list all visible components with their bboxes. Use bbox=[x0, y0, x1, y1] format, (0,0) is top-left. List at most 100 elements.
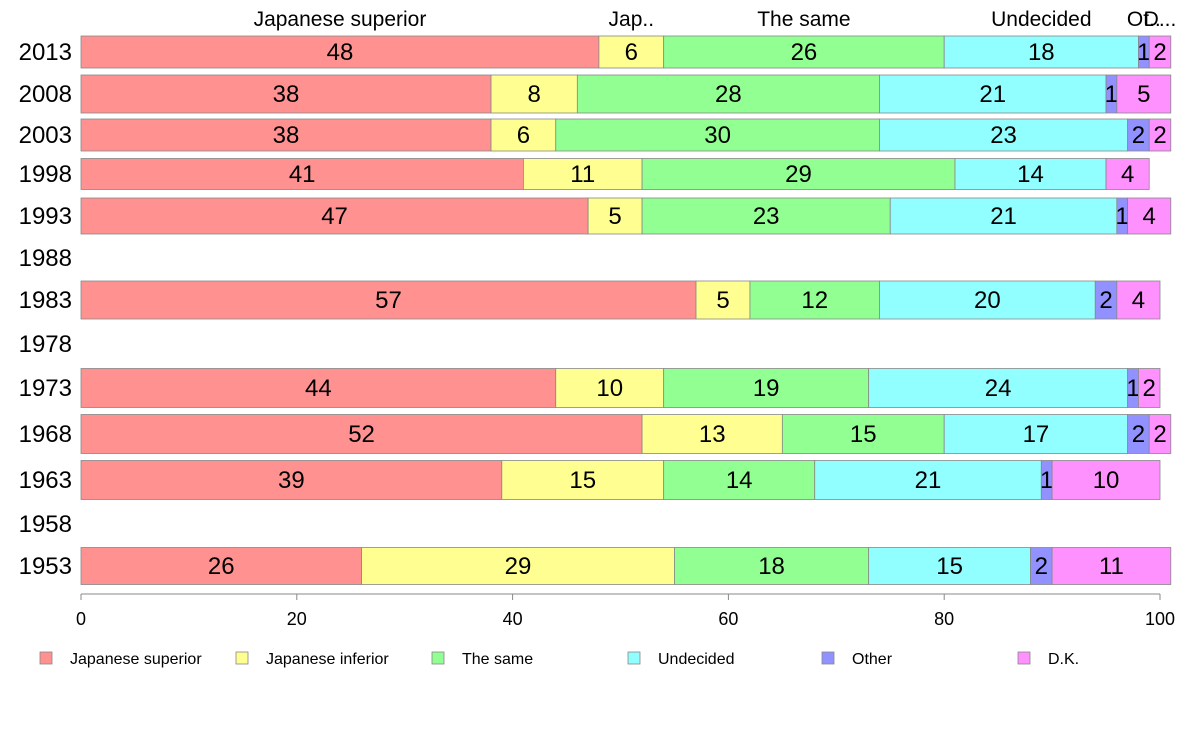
bar-segment bbox=[80, 158, 524, 190]
bar-segment bbox=[80, 74, 492, 114]
top-series-label: Jap.. bbox=[609, 8, 655, 31]
bar-value-label: 26 bbox=[791, 39, 818, 66]
bar-segment bbox=[641, 414, 783, 454]
bar-value-label: 11 bbox=[570, 161, 595, 188]
legend-swatch bbox=[821, 651, 835, 665]
bar-value-label: 21 bbox=[915, 467, 942, 494]
bar-segment bbox=[889, 197, 1118, 235]
legend-label: Undecided bbox=[658, 651, 735, 668]
bar-value-label: 30 bbox=[704, 122, 731, 149]
bar-value-label: 23 bbox=[753, 203, 780, 230]
bar-value-label: 15 bbox=[850, 421, 877, 448]
year-label: 1963 bbox=[19, 467, 72, 494]
year-label: 2008 bbox=[19, 81, 72, 108]
bar-value-label: 2 bbox=[1132, 421, 1145, 448]
bar-value-label: 10 bbox=[1093, 467, 1120, 494]
bar-value-label: 13 bbox=[699, 421, 726, 448]
bar-value-label: 12 bbox=[801, 287, 828, 314]
year-label: 1968 bbox=[19, 421, 72, 448]
legend-swatch bbox=[1017, 651, 1031, 665]
bar-segment bbox=[943, 414, 1129, 454]
bar-value-label: 6 bbox=[625, 39, 638, 66]
top-series-label: D... bbox=[1144, 8, 1177, 31]
bar-value-label: 17 bbox=[1023, 421, 1050, 448]
bar-value-label: 44 bbox=[305, 375, 332, 402]
bar-value-label: 2 bbox=[1143, 375, 1156, 402]
top-series-label: Ot.. bbox=[1127, 8, 1161, 31]
bar-segment bbox=[1127, 197, 1172, 235]
bar-value-label: 11 bbox=[1099, 553, 1124, 580]
bar-value-label: 5 bbox=[608, 203, 621, 230]
bar-value-label: 15 bbox=[569, 467, 596, 494]
bar-value-label: 14 bbox=[1017, 161, 1044, 188]
bar-segment bbox=[1148, 118, 1172, 152]
bar-value-label: 57 bbox=[375, 287, 402, 314]
bar-segment bbox=[749, 280, 880, 320]
bar-segment bbox=[674, 547, 870, 585]
bar-value-label: 20 bbox=[974, 287, 1001, 314]
x-tick-label: 100 bbox=[1145, 609, 1175, 629]
bar-segment bbox=[80, 197, 589, 235]
bar-value-label: 38 bbox=[273, 81, 300, 108]
bar-segment bbox=[954, 158, 1107, 190]
bar-value-label: 21 bbox=[979, 81, 1006, 108]
bar-value-label: 2 bbox=[1035, 553, 1048, 580]
bar-segment bbox=[80, 414, 643, 454]
bar-value-label: 1 bbox=[1040, 467, 1053, 494]
year-label: 2013 bbox=[19, 39, 72, 66]
bar-value-label: 38 bbox=[273, 122, 300, 149]
bar-segment bbox=[868, 547, 1031, 585]
top-series-label: The same bbox=[757, 8, 850, 31]
bar-value-label: 15 bbox=[936, 553, 963, 580]
bar-segment bbox=[522, 158, 643, 190]
bar-value-label: 18 bbox=[758, 553, 785, 580]
year-label: 1998 bbox=[19, 161, 72, 188]
bar-segment bbox=[1116, 74, 1172, 114]
legend-swatch bbox=[39, 651, 53, 665]
bar-segment bbox=[576, 74, 880, 114]
bar-value-label: 5 bbox=[1137, 81, 1150, 108]
bar-segment bbox=[1148, 414, 1172, 454]
bar-value-label: 19 bbox=[753, 375, 780, 402]
legend-label: D.K. bbox=[1048, 651, 1079, 668]
year-label: 1978 bbox=[19, 331, 72, 358]
bar-segment bbox=[80, 460, 503, 500]
x-tick-label: 80 bbox=[934, 609, 954, 629]
bar-value-label: 1 bbox=[1105, 81, 1118, 108]
legend-swatch bbox=[431, 651, 445, 665]
bar-value-label: 6 bbox=[517, 122, 530, 149]
bar-value-label: 2 bbox=[1099, 287, 1112, 314]
year-label: 2003 bbox=[19, 122, 72, 149]
legend-label: Other bbox=[852, 651, 893, 668]
bar-value-label: 2 bbox=[1153, 122, 1166, 149]
bar-segment bbox=[663, 368, 870, 408]
bar-segment bbox=[490, 74, 578, 114]
bar-segment bbox=[490, 118, 557, 152]
legend-label: Japanese superior bbox=[70, 651, 202, 668]
bar-segment bbox=[1051, 547, 1172, 585]
bar-value-label: 47 bbox=[321, 203, 348, 230]
bar-value-label: 2 bbox=[1132, 122, 1145, 149]
bar-value-label: 4 bbox=[1143, 203, 1156, 230]
legend-swatch bbox=[627, 651, 641, 665]
legend-label: The same bbox=[462, 651, 533, 668]
x-tick-label: 20 bbox=[287, 609, 307, 629]
bar-segment bbox=[1116, 280, 1161, 320]
bar-value-label: 1 bbox=[1126, 375, 1139, 402]
bar-value-label: 21 bbox=[990, 203, 1017, 230]
year-label: 1973 bbox=[19, 375, 72, 402]
x-tick-label: 40 bbox=[503, 609, 523, 629]
bar-value-label: 23 bbox=[990, 122, 1017, 149]
bar-segment bbox=[80, 547, 362, 585]
bar-value-label: 1 bbox=[1116, 203, 1129, 230]
x-tick-label: 0 bbox=[76, 609, 86, 629]
bar-value-label: 5 bbox=[716, 287, 729, 314]
bar-segment bbox=[80, 280, 697, 320]
bar-segment bbox=[1051, 460, 1161, 500]
year-label: 1988 bbox=[19, 245, 72, 272]
bar-value-label: 4 bbox=[1132, 287, 1145, 314]
year-label: 1958 bbox=[19, 511, 72, 538]
bar-value-label: 48 bbox=[327, 39, 354, 66]
bar-value-label: 4 bbox=[1121, 161, 1134, 188]
bar-segment bbox=[879, 74, 1107, 114]
